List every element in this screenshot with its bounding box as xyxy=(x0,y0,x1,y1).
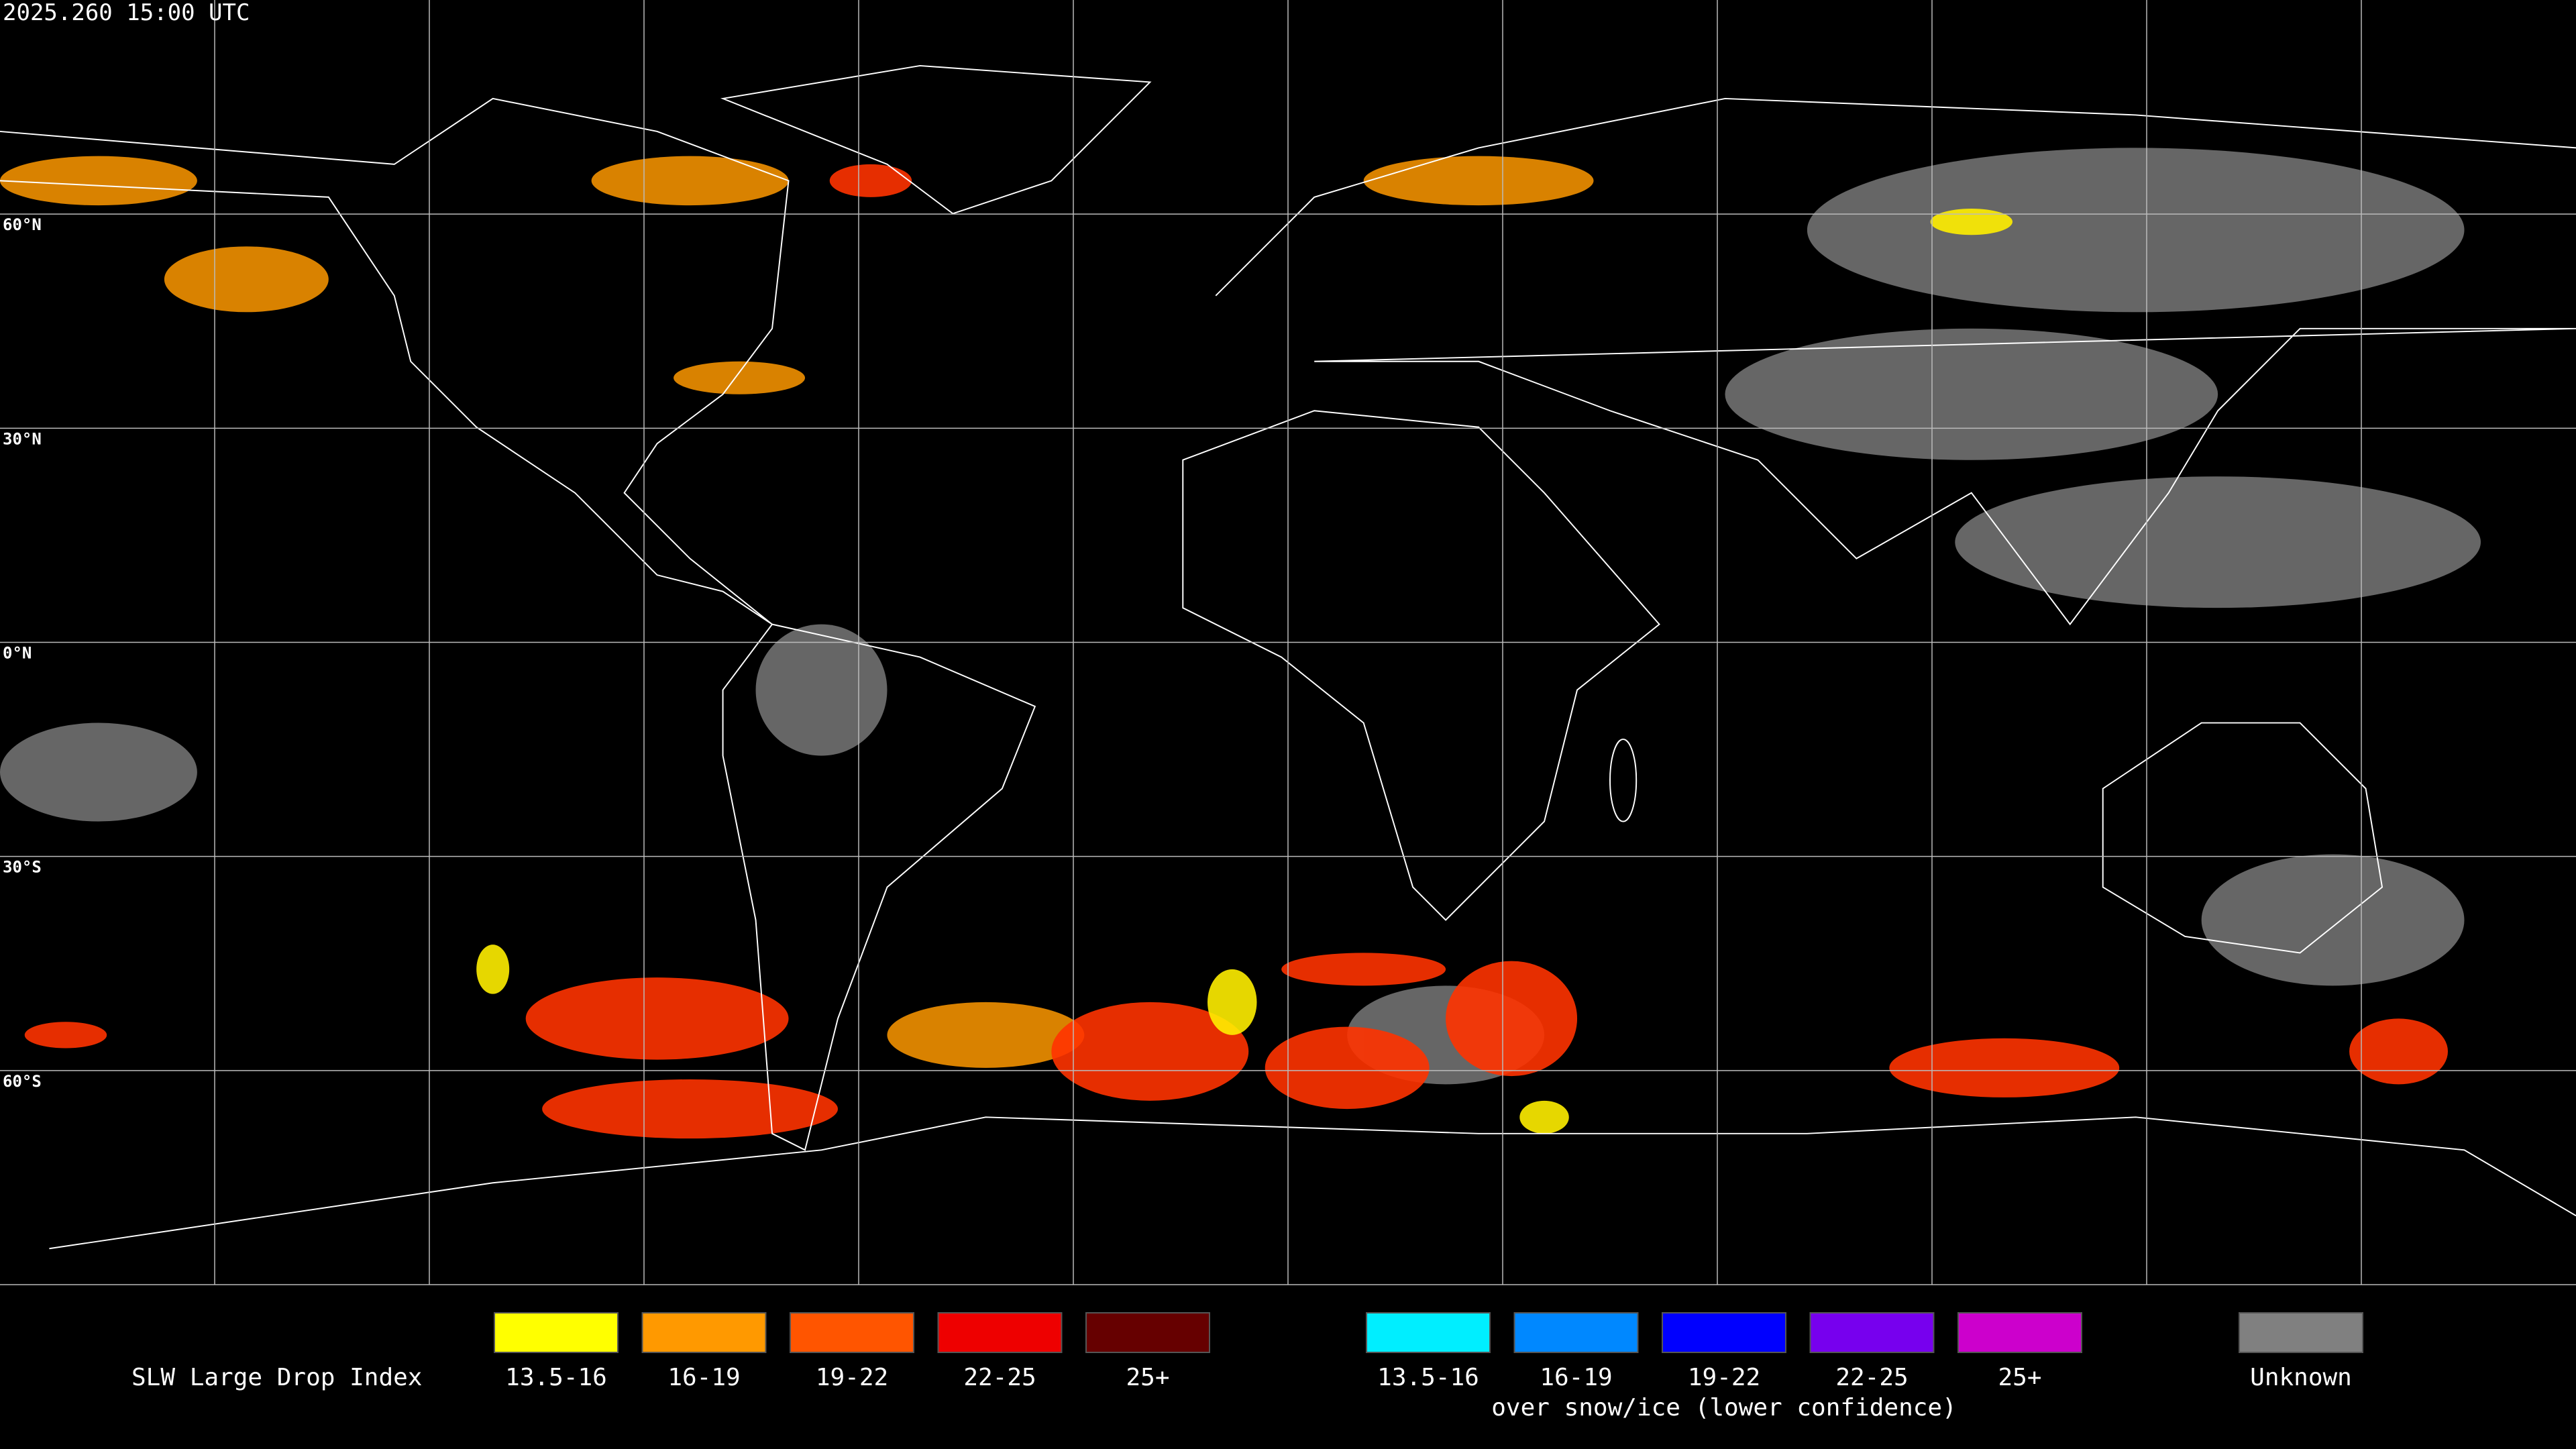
legend-swatch xyxy=(1957,1312,2082,1353)
legend-swatch xyxy=(1662,1312,1786,1353)
legend-label: 25+ xyxy=(1998,1364,2041,1391)
latitude-labels: 60°N 30°N 0°N 30°S 60°S xyxy=(3,215,42,1091)
latitude-label: 60°N xyxy=(3,215,42,234)
map xyxy=(0,0,2576,1285)
latitude-label: 30°S xyxy=(3,858,42,877)
legend-label: 19-22 xyxy=(1688,1364,1760,1391)
legend-label: 16-19 xyxy=(667,1364,740,1391)
legend-swatch xyxy=(790,1312,914,1353)
legend-label: Unknown xyxy=(2250,1364,2352,1391)
data-patches xyxy=(0,64,2576,1250)
timestamp: 2025.260 15:00 UTC xyxy=(3,0,250,26)
legend-swatch xyxy=(1366,1312,1491,1353)
legend-label: 22-25 xyxy=(1835,1364,1908,1391)
legend-note: over snow/ice (lower confidence) xyxy=(1491,1394,1957,1421)
legend-swatch xyxy=(2239,1312,2363,1353)
legend-label: 13.5-16 xyxy=(1377,1364,1479,1391)
legend-label: 13.5-16 xyxy=(505,1364,607,1391)
legend-label: 25+ xyxy=(1126,1364,1169,1391)
legend-swatch xyxy=(1809,1312,1935,1353)
legend-label: 19-22 xyxy=(816,1364,888,1391)
legend-title: SLW Large Drop Index xyxy=(131,1364,422,1391)
latitude-label: 60°S xyxy=(3,1072,42,1091)
legend-swatch xyxy=(1513,1312,1639,1353)
legend-swatch xyxy=(937,1312,1063,1353)
legend: SLW Large Drop Index 13.5-16 16-19 19-22 22… xyxy=(131,1312,2363,1421)
legend-label: 22-25 xyxy=(963,1364,1036,1391)
graticule xyxy=(0,0,2576,1285)
latitude-label: 0°N xyxy=(3,644,32,663)
coastlines xyxy=(0,64,2576,1250)
latitude-label: 30°N xyxy=(3,429,42,448)
legend-swatch xyxy=(641,1312,767,1353)
legend-label: 16-19 xyxy=(1540,1364,1612,1391)
legend-swatch xyxy=(494,1312,619,1353)
legend-swatch xyxy=(1085,1312,1210,1353)
